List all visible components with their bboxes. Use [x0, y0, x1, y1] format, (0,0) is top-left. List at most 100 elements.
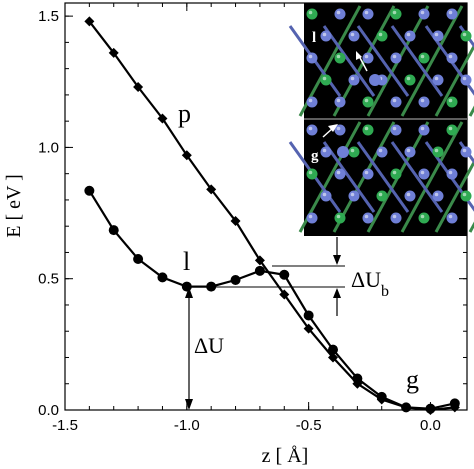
inset-bond: [400, 121, 464, 233]
inset-atoms: [288, 5, 474, 233]
inset-atom: [362, 168, 374, 180]
data-point: [352, 373, 363, 384]
inset-atom: [418, 212, 430, 224]
inset-atom-highlight: [434, 76, 439, 81]
inset-atom-highlight: [420, 170, 425, 175]
inset-atom-highlight: [336, 54, 341, 59]
inset-atom: [460, 30, 472, 42]
inset-atom: [376, 190, 388, 202]
inset-atom: [334, 52, 346, 64]
inset-atom: [446, 124, 458, 136]
inset-atom: [446, 8, 458, 20]
inset-atom-highlight: [420, 54, 425, 59]
data-point: [328, 352, 338, 363]
inset-atom: [334, 212, 346, 224]
inset-atom-highlight: [364, 214, 369, 219]
inset-atom-highlight: [350, 76, 355, 81]
inset-atom-highlight: [392, 126, 397, 131]
inset-atom: [432, 146, 444, 158]
data-point: [328, 344, 338, 355]
inset-atom: [348, 74, 360, 86]
inset-atom-highlight: [308, 170, 313, 175]
delta-u-label: ΔU: [194, 333, 224, 358]
delta-ub-bracket: [205, 237, 345, 316]
data-point: [157, 113, 168, 124]
inset-bond: [356, 141, 410, 213]
inset-adatom-bottom: [337, 146, 349, 158]
inset-atom: [334, 8, 346, 20]
inset-atom-highlight: [322, 192, 327, 197]
inset-atom-highlight: [462, 192, 467, 197]
inset-atom-highlight: [392, 10, 397, 15]
inset-atom: [446, 52, 458, 64]
inset-atom-highlight: [364, 170, 369, 175]
inset-atom-highlight: [462, 76, 467, 81]
inset-atom-highlight: [420, 126, 425, 131]
inset-atom: [418, 52, 430, 64]
data-point: [108, 225, 119, 236]
data-point: [206, 184, 217, 195]
inset-atom: [460, 190, 472, 202]
inset-atom: [390, 212, 402, 224]
inset-label-top: l: [312, 30, 316, 46]
data-point: [401, 402, 412, 413]
inset-bond: [390, 141, 444, 213]
inset-bond: [468, 221, 474, 233]
inset-atom: [306, 212, 318, 224]
inset-atom: [320, 30, 332, 42]
inset-atom: [348, 190, 360, 202]
inset-atom: [362, 96, 374, 108]
inset-atom-highlight: [406, 192, 411, 197]
y-axis-title: E [ eV ]: [3, 174, 25, 238]
x-tick-label: -1.5: [52, 417, 78, 434]
data-point: [449, 398, 460, 409]
inset-atom: [446, 212, 458, 224]
inset-atom: [390, 8, 402, 20]
inset-atom-highlight: [392, 170, 397, 175]
inset-atom-highlight: [378, 32, 383, 37]
y-tick-label: 0.5: [38, 271, 59, 288]
inset-atom: [348, 146, 360, 158]
data-point: [254, 265, 265, 276]
data-point: [181, 150, 192, 161]
inset-atom: [418, 168, 430, 180]
inset-atom-highlight: [336, 170, 341, 175]
inset-atom-highlight: [462, 32, 467, 37]
inset-atom-highlight: [420, 98, 425, 103]
data-point: [303, 323, 314, 334]
inset-atom: [362, 124, 374, 136]
inset-atom: [306, 124, 318, 136]
inset-atom-highlight: [420, 214, 425, 219]
x-tick-label: -1.0: [174, 417, 200, 434]
inset-atom-highlight: [308, 126, 313, 131]
data-point: [303, 310, 314, 321]
inset-atom-highlight: [308, 214, 313, 219]
inset-atom: [334, 96, 346, 108]
series-label-g: g: [406, 365, 419, 394]
data-point: [279, 289, 290, 300]
inset-structure-image: l g: [288, 3, 474, 236]
inset-atom: [362, 212, 374, 224]
inset-atom-highlight: [350, 192, 355, 197]
inset-adatom-top: [369, 74, 381, 86]
data-point: [279, 269, 290, 280]
y-tick-label: 0.0: [38, 402, 59, 419]
inset-atom-highlight: [406, 148, 411, 153]
inset-bond: [322, 141, 376, 213]
data-point: [108, 47, 119, 58]
tick-labels: -1.5 -1.0 -0.5 0.0 0.0 0.5 1.0 1.5: [38, 8, 441, 434]
inset-atom-highlight: [322, 76, 327, 81]
inset-atom: [404, 146, 416, 158]
inset-atom: [376, 30, 388, 42]
inset-atom-highlight: [448, 126, 453, 131]
x-tick-label: -0.5: [296, 417, 322, 434]
inset-atom: [390, 52, 402, 64]
inset-atom: [418, 8, 430, 20]
inset-atom: [432, 190, 444, 202]
inset-atom: [390, 124, 402, 136]
inset-atom-highlight: [364, 126, 369, 131]
inset-atom: [404, 190, 416, 202]
inset-atom-highlight: [378, 192, 383, 197]
series-line-circle: [88, 190, 456, 410]
